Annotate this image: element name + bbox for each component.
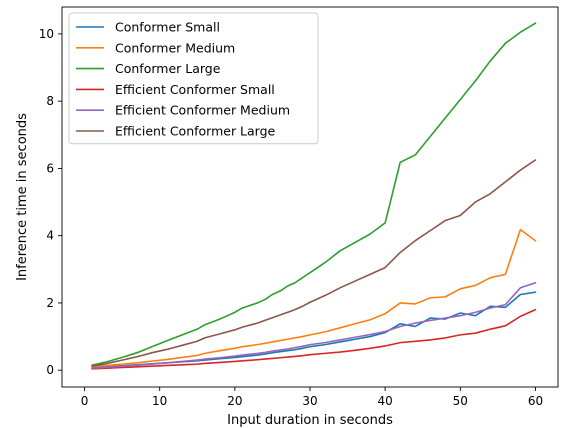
legend-entry-label: Efficient Conformer Medium: [115, 103, 290, 118]
y-tick-label: 0: [46, 363, 54, 377]
y-axis-label: Inference time in seconds: [15, 113, 30, 281]
legend-box: [68, 12, 319, 145]
series-line-1: [91, 291, 537, 369]
legend-entry-label: Conformer Medium: [115, 40, 235, 55]
legend-entry-label: Efficient Conformer Large: [115, 124, 276, 139]
series-line-2: [91, 228, 537, 368]
series-line-6: [91, 159, 537, 367]
legend-entry-label: Efficient Conformer Small: [115, 82, 275, 97]
legend-entry-label: Conformer Large: [115, 61, 221, 76]
y-tick-label: 8: [46, 94, 54, 108]
y-tick-label: 4: [46, 229, 54, 243]
x-tick-label: 40: [378, 394, 393, 408]
x-tick-label: 60: [528, 394, 543, 408]
series-line-4: [91, 308, 537, 370]
series-line-5: [91, 281, 537, 369]
x-tick-label: 0: [81, 394, 89, 408]
legend: Conformer Small Conformer Medium Conformer…: [68, 12, 319, 145]
series-line-3: [91, 22, 537, 366]
x-tick-label: 20: [227, 394, 242, 408]
legend-entry-label: Conformer Small: [115, 20, 220, 35]
y-tick-label: 6: [46, 161, 54, 175]
y-tick-label: 2: [46, 296, 54, 310]
series-lines: [91, 22, 537, 370]
x-tick-label: 50: [453, 394, 468, 408]
x-tick-label: 30: [302, 394, 317, 408]
y-tick-label: 10: [39, 27, 54, 41]
x-axis-label: Input duration in seconds: [227, 413, 393, 428]
x-tick-label: 10: [152, 394, 167, 408]
axis-ticks: 0 10 20 30 40 50 60 0 2 4 6 8 10: [39, 27, 543, 408]
